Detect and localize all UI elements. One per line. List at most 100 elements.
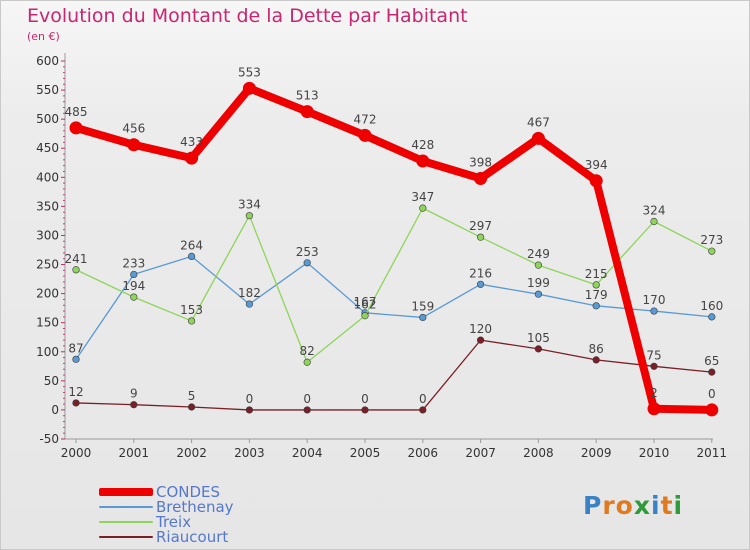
data-label-treix: 249 [527, 247, 550, 261]
data-label-condes: 433 [180, 135, 203, 149]
data-point-brethenay [477, 280, 485, 288]
data-label-riaucourt: 0 [361, 392, 369, 406]
legend-label-brethenay: Brethenay [156, 498, 234, 516]
y-tick-label: 0 [51, 403, 59, 417]
x-tick-label: 2008 [523, 446, 554, 460]
logo-letter: t [660, 491, 674, 520]
data-label-brethenay: 199 [527, 276, 550, 290]
data-label-brethenay: 160 [700, 299, 723, 313]
series-line-brethenay [75, 255, 713, 360]
data-label-brethenay: 179 [585, 288, 608, 302]
data-point-brethenay [650, 307, 658, 315]
data-label-condes: 398 [469, 155, 492, 169]
x-tick-label: 2002 [176, 446, 207, 460]
data-label-brethenay: 253 [296, 245, 319, 259]
data-label-condes: 467 [527, 115, 550, 129]
y-tick-label: 400 [36, 170, 59, 184]
y-tick-label: 250 [36, 258, 59, 272]
logo-letter: i [673, 491, 684, 520]
unit-label: (en €) [27, 30, 60, 43]
x-tick-label: 2005 [350, 446, 381, 460]
data-label-treix: 194 [122, 279, 145, 293]
data-label-condes: 485 [65, 105, 88, 119]
series-line-treix [75, 207, 713, 363]
data-point-riaucourt [419, 406, 427, 414]
y-tick-label: 450 [36, 141, 59, 155]
data-point-riaucourt [130, 401, 138, 409]
y-tick-label: 300 [36, 228, 59, 242]
y-tick-label: 50 [44, 374, 59, 388]
logo-letter: P [583, 491, 603, 520]
data-label-riaucourt: 0 [246, 392, 254, 406]
data-point-condes [127, 138, 141, 152]
data-point-treix [708, 247, 716, 255]
logo-letter: o [615, 491, 634, 520]
proxiti-logo: Proxiti [583, 491, 683, 520]
y-tick-label: -50 [39, 432, 59, 446]
x-tick-label: 2001 [119, 446, 150, 460]
data-point-riaucourt [650, 362, 658, 370]
series-layer [69, 81, 719, 417]
data-label-riaucourt: 86 [589, 342, 604, 356]
data-label-treix: 241 [65, 252, 88, 266]
x-tick-label: 2009 [581, 446, 612, 460]
data-label-brethenay: 170 [643, 293, 666, 307]
data-point-treix [245, 212, 253, 220]
data-point-riaucourt [708, 368, 716, 376]
data-point-condes [242, 81, 256, 95]
data-point-brethenay [130, 270, 138, 279]
chart-title: Evolution du Montant de la Dette par Hab… [27, 5, 468, 27]
data-point-brethenay [419, 313, 427, 322]
data-point-treix [477, 233, 485, 241]
data-point-riaucourt [303, 406, 311, 414]
data-label-condes: 394 [585, 158, 608, 172]
data-point-condes [647, 402, 661, 416]
data-label-riaucourt: 12 [68, 385, 83, 399]
data-point-brethenay [245, 300, 253, 308]
legend-swatch-riaucourt [99, 536, 153, 538]
data-label-riaucourt: 75 [646, 348, 661, 362]
y-tick-label: 600 [36, 54, 59, 68]
legend: CONDES Brethenay Treix Riaucourt [99, 484, 319, 545]
data-label-condes: 456 [122, 122, 145, 136]
data-label-riaucourt: 65 [704, 354, 719, 368]
data-label-brethenay: 167 [354, 295, 377, 309]
y-tick-label: 350 [36, 199, 59, 213]
x-tick-label: 2010 [639, 446, 670, 460]
data-point-riaucourt [188, 403, 196, 411]
data-label-treix: 324 [643, 204, 666, 218]
data-point-treix [419, 204, 427, 212]
data-point-riaucourt [477, 336, 485, 344]
data-label-condes: 472 [354, 112, 377, 126]
data-point-condes [705, 403, 719, 417]
data-label-riaucourt: 9 [130, 387, 138, 401]
data-label-treix: 347 [411, 190, 434, 204]
data-point-treix [303, 358, 311, 366]
data-point-treix [130, 293, 138, 301]
x-tick-label: 2006 [408, 446, 439, 460]
data-label-brethenay: 182 [238, 286, 261, 300]
data-label-treix: 334 [238, 198, 261, 212]
data-label-treix: 297 [469, 219, 492, 233]
data-label-brethenay: 264 [180, 238, 203, 252]
data-label-condes: 2 [650, 386, 658, 400]
data-point-treix [534, 261, 543, 269]
legend-item-treix: Treix [99, 514, 319, 530]
data-label-condes: 513 [296, 89, 319, 103]
data-point-riaucourt [534, 345, 543, 353]
data-label-riaucourt: 5 [188, 389, 196, 403]
y-tick-label: 150 [36, 316, 59, 330]
legend-swatch-brethenay [99, 506, 153, 508]
data-label-treix: 153 [180, 303, 203, 317]
x-tick-label: 2007 [465, 446, 496, 460]
axes: -500501001502002503003504004505005506002… [36, 53, 727, 460]
data-point-condes [531, 131, 545, 145]
data-point-riaucourt [245, 406, 253, 414]
data-label-treix: 82 [300, 344, 315, 358]
data-label-brethenay: 233 [122, 256, 145, 270]
logo-letter: r [602, 491, 616, 520]
x-tick-label: 2004 [292, 446, 323, 460]
legend-item-riaucourt: Riaucourt [99, 529, 319, 545]
x-tick-label: 2000 [61, 446, 92, 460]
